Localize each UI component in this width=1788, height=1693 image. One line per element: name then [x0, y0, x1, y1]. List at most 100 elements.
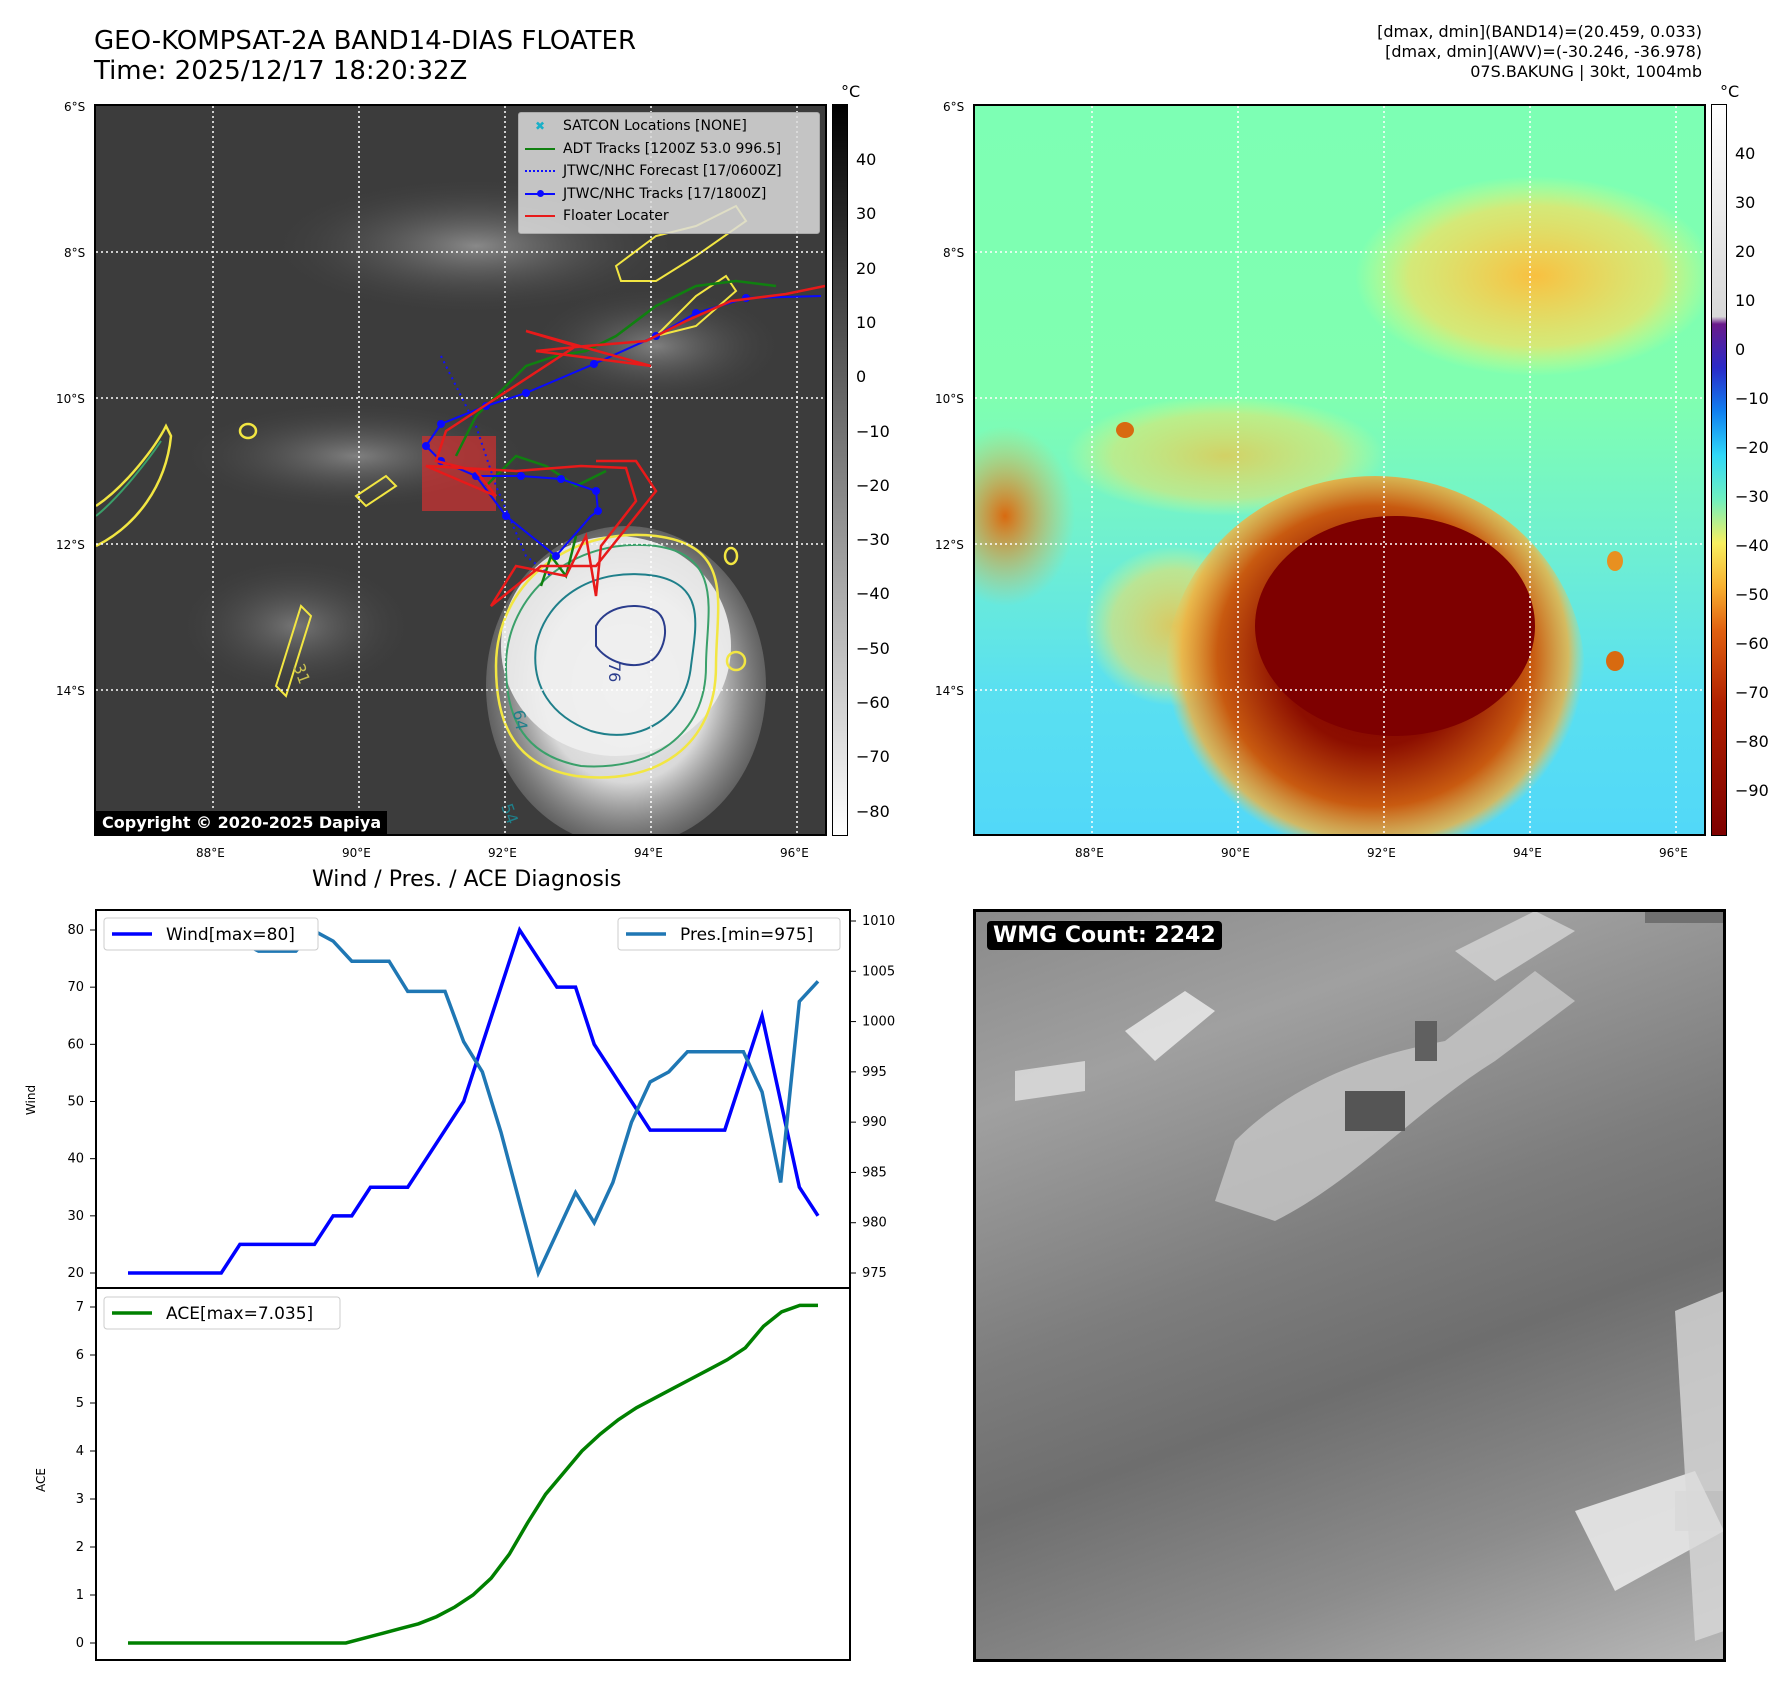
wind-pressure-chart: 20 30 40 50 60 70 80 975 980 985 990 995 1000 1005 101… [24, 909, 895, 1289]
colorbar-tick-label: −30 [856, 530, 890, 550]
colorbar-tick-label: −10 [856, 421, 890, 441]
y-right-tick-label: 995 [862, 1065, 887, 1080]
x-marker-icon: ✖ [534, 119, 546, 133]
bright-band [1675, 1291, 1724, 1641]
plot-frame [95, 1287, 851, 1661]
y-tick-label: 7 [76, 1300, 84, 1315]
color-map-svg [975, 106, 1704, 834]
line-icon [525, 215, 555, 218]
contour-green [504, 543, 710, 768]
contour-yellow [494, 533, 720, 779]
lon-label: 88°E [196, 846, 225, 860]
lon-label: 92°E [1367, 846, 1396, 860]
ace-chart: 0 1 2 3 4 5 6 7 ACE ACE[max=7.035] [34, 1287, 851, 1661]
colorbar-tick-label: −40 [1735, 536, 1769, 555]
lon-label: 94°E [1513, 846, 1542, 860]
contour-label: 64 [509, 708, 531, 731]
colorbar-tick-label: 20 [856, 258, 877, 278]
lat-label: 14°S [56, 684, 85, 698]
series-line-wind [128, 925, 820, 1275]
bright-band [1015, 1061, 1085, 1101]
lat-label: 8°S [943, 246, 965, 260]
colorbar-tick-label: −30 [1735, 487, 1769, 506]
legend-label: SATCON Locations [NONE] [563, 118, 747, 134]
lon-label: 92°E [488, 846, 517, 860]
plot-frame [95, 909, 851, 1289]
dark-block [1415, 1021, 1437, 1061]
colorbar-tick-label: −50 [1735, 585, 1769, 604]
wmg-image [975, 911, 1724, 1660]
colorbar-tick-label: −20 [1735, 438, 1769, 457]
forecast-track [440, 355, 552, 577]
colorbar-tick-label: −50 [856, 638, 890, 658]
lon-label: 90°E [342, 846, 371, 860]
cloud-region [1065, 396, 1385, 516]
lat-label: 6°S [64, 100, 86, 114]
contour-yellow [652, 274, 738, 338]
line-icon [525, 147, 555, 150]
lat-label: 12°S [56, 538, 85, 552]
colorbar-tick-label: −20 [856, 475, 890, 495]
y-tick-label: 4 [76, 1444, 84, 1459]
legend-item-floater: Floater Locater [525, 205, 813, 228]
y-right-tick-label: 1010 [862, 914, 895, 929]
y-tick-label: 6 [76, 1348, 84, 1363]
contour-yellow [238, 422, 258, 440]
bright-band [1455, 911, 1575, 981]
ir-map-svg: 76 64 54 31 31 [96, 106, 825, 834]
colorbar-tick-label: −70 [1735, 683, 1769, 702]
legend-label: JTWC/NHC Tracks [17/1800Z] [563, 185, 767, 202]
y-tick-label: 70 [67, 980, 84, 995]
lat-label: 10°S [935, 392, 964, 406]
ir-colorbar [832, 104, 848, 836]
lat-label: 8°S [64, 246, 86, 260]
meta-line-3: 07S.BAKUNG | 30kt, 1004mb [1470, 62, 1702, 81]
contour-yellow [96, 423, 173, 548]
y-right-tick-label: 985 [862, 1165, 887, 1180]
colorbar-tick-label: −90 [1735, 781, 1769, 800]
y-tick-label: 1 [76, 1588, 84, 1603]
colorbar-tick-label: 10 [856, 312, 877, 332]
storm-core [1255, 516, 1535, 736]
lat-label: 14°S [935, 684, 964, 698]
legend-label: Floater Locater [563, 208, 669, 224]
cloud-band [176, 556, 416, 696]
colorbar-tick-label: −70 [856, 747, 890, 767]
contour-yellow [725, 650, 747, 672]
lat-label: 6°S [943, 100, 965, 114]
y-right-tick-label: 990 [862, 1115, 887, 1130]
line-dot-icon [525, 189, 555, 197]
y-right-tick-label: 1000 [862, 1015, 895, 1030]
colorbar-tick-label: 30 [856, 204, 877, 224]
title-line-1: GEO-KOMPSAT-2A BAND14-DIAS FLOATER [94, 26, 637, 56]
lat-label: 12°S [935, 538, 964, 552]
color-enhanced-map [973, 104, 1706, 836]
y-tick-label: 3 [76, 1492, 84, 1507]
y-tick-label: 80 [67, 923, 84, 938]
colorbar-tick-label: 10 [1735, 291, 1756, 310]
title-line-2: Time: 2025/12/17 18:20:32Z [94, 56, 468, 86]
y-tick-label: 5 [76, 1396, 84, 1411]
contour-yellow [723, 546, 739, 566]
legend-pressure: Pres.[min=975] [617, 917, 841, 951]
copyright-label: Copyright © 2020-2025 Dapiya [96, 811, 388, 834]
bright-band [1125, 991, 1215, 1061]
legend-label: ADT Tracks [1200Z 53.0 996.5] [563, 140, 782, 157]
map-legend: ✖ SATCON Locations [NONE] ADT Tracks [12… [518, 112, 820, 234]
legend-label: ACE[max=7.035] [166, 1304, 313, 1324]
legend-label: Pres.[min=975] [680, 925, 813, 945]
colorbar-tick-label: 40 [856, 150, 877, 169]
meta-line-2: [dmax, dmin](AWV)=(-30.246, -36.978) [1385, 42, 1702, 61]
legend-label: Wind[max=80] [166, 925, 295, 945]
wmg-image-panel: WMG Count: 2242 [973, 909, 1726, 1662]
map-grid [975, 106, 1704, 834]
lat-label: 10°S [56, 392, 85, 406]
lon-label: 90°E [1221, 846, 1250, 860]
diagnosis-title: Wind / Pres. / ACE Diagnosis [312, 867, 622, 892]
colorbar-tick-label: −80 [1735, 732, 1769, 751]
legend-box [103, 917, 319, 951]
cloud-region [975, 426, 1075, 606]
legend-box [103, 1296, 341, 1330]
meta-line-1: [dmax, dmin](BAND14)=(20.459, 0.033) [1377, 22, 1702, 41]
colorbar-tick-label: −10 [1735, 389, 1769, 408]
